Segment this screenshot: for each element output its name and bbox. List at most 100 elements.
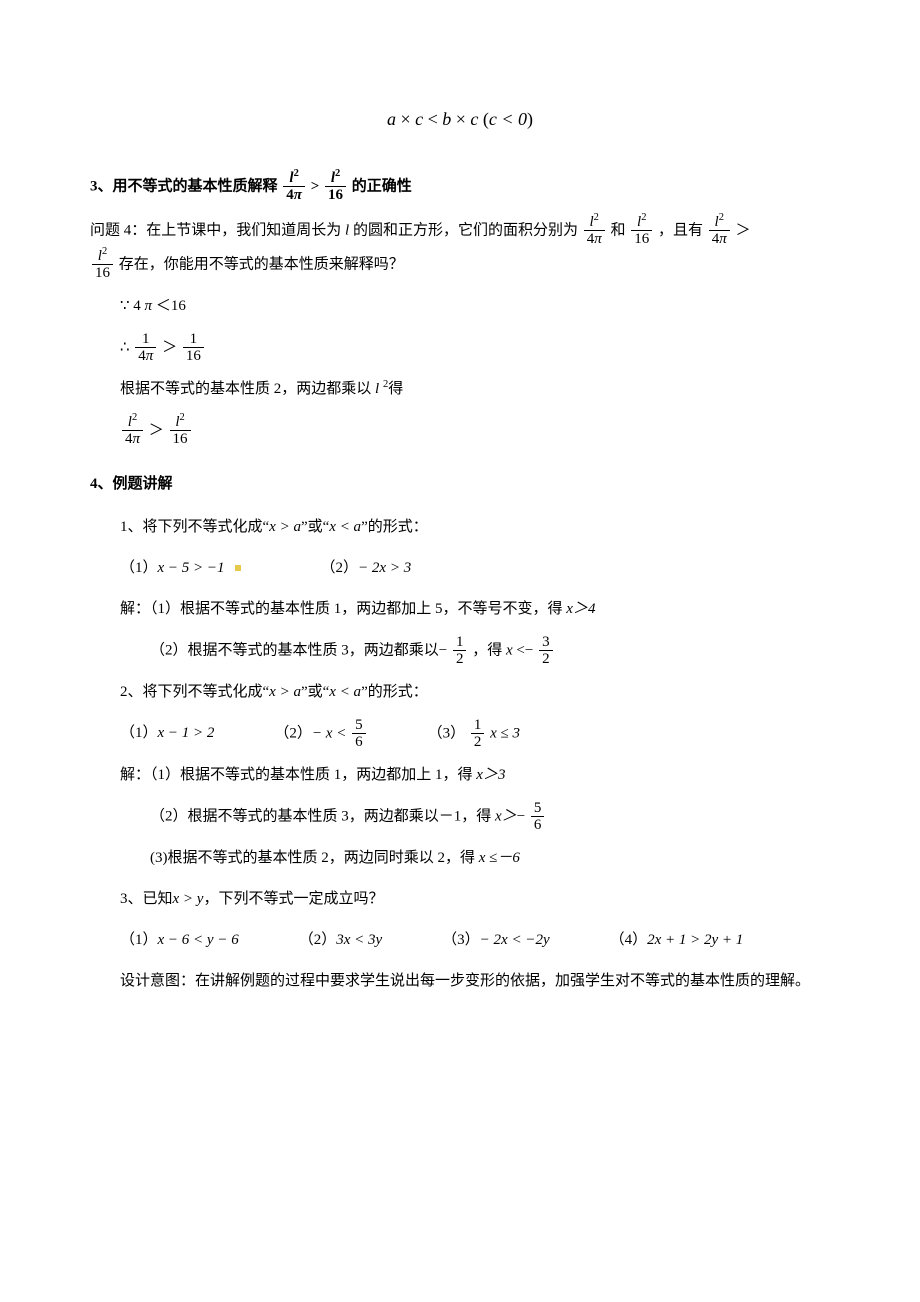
highlight-dot-icon [235,565,241,571]
ex1-sol2: （2）根据不等式的基本性质 3，两边都乘以− 12 ，得 x <− 32 [90,634,830,668]
pl1-lt16: ＜16 [156,298,186,314]
ex1-p1: （1）x − 5 > −1 [120,552,261,585]
ex2-s2n: 5 [531,800,545,818]
ex1-p1-m: x − 5 > −1 [158,560,225,576]
ex1-rd: 2 [539,651,553,668]
var-b: b [442,109,451,129]
q4a-sup: 2 [594,212,599,223]
ex1-sb: ”或“ [301,519,329,535]
op-lt: < [428,109,438,129]
frac1-den-a: 4 [286,187,294,203]
op-times-1: × [400,109,410,129]
ex1-p2-m: − 2x > 3 [358,560,411,576]
proof-line-4: l2 4π ＞ l2 16 [90,414,830,448]
pl2-frac-a: 1 4π [135,331,156,365]
ex2-xa: x > a [269,684,301,700]
ex2-p3n: 1 [471,717,485,735]
ex2-p2-frac: 56 [352,717,366,751]
ex3-p4: （4）2x + 1 > 2y + 1 [610,924,744,957]
q4-mid1: 的圆和正方形，它们的面积分别为 [353,222,578,238]
pl2-frac-b: 1 16 [183,331,204,365]
pl4-frac-a: l2 4π [122,414,143,448]
pl1-pi: π [145,298,153,314]
ex1-xb: x < a [329,519,361,535]
ex2-s2-frac: 56 [531,800,545,834]
q4-frac-d: l2 16 [92,248,113,282]
ex2-sol1: 解：（1）根据不等式的基本性质 1，两边都加上 1，得 x＞3 [90,759,830,792]
ex1-sc: ”的形式： [361,519,428,535]
ex1-p2-l: （2） [321,560,359,576]
ex2-p3-tail: x ≤ 3 [490,725,520,741]
ex2-sol3: (3)根据不等式的基本性质 2，两边同时乘以 2，得 x ≤－6 [90,842,830,875]
paren-close: ) [527,109,533,129]
ex1-xa: x > a [269,519,301,535]
ex1-lt: < [516,642,524,658]
ex3-p3: （3）− 2x < −2y [442,924,549,957]
ex1-s2a: （2）根据不等式的基本性质 3，两边都乘以 [150,642,439,658]
ex1-s1: （1）根据不等式的基本性质 1，两边都加上 5，不等号不变，得 [150,601,563,617]
pl2a-num: 1 [135,331,156,349]
ex2-s2neg: − [517,808,525,824]
proof-line-3: 根据不等式的基本性质 2，两边都乘以 l 2得 [90,373,830,406]
var-c-1: c [415,109,423,129]
frac-l2-4pi: l2 4π [283,170,305,204]
ex1-rn: 3 [539,634,553,652]
q4-frac-c: l2 4π [709,214,730,248]
q4d-den: 16 [92,265,113,282]
ex1-stem: 1、将下列不等式化成“x > a”或“x < a”的形式： [90,511,830,544]
ex2-p3-l: （3） [428,725,466,741]
ex2-p3-frac: 12 [471,717,485,751]
ex3-p3m: − 2x < −2y [480,932,550,948]
ex2-p2-l: （2） [274,725,312,741]
ex3-p1m: x − 6 < y − 6 [158,932,239,948]
ex3-p2l: （2） [299,932,337,948]
pl3-text: 根据不等式的基本性质 2，两边都乘以 [120,381,371,397]
ex2-sa: 2、将下列不等式化成“ [120,684,269,700]
cond: c < 0 [489,109,527,129]
ex3-stem: 3、已知x > y，下列不等式一定成立吗？ [90,883,830,916]
ex2-s3r: x ≤－6 [475,850,520,866]
q4b-den: 16 [631,231,652,248]
sec3-tail: 的正确性 [352,178,412,194]
var-c-2: c [470,109,478,129]
pl2b-den: 16 [183,348,204,365]
pl2b-num: 1 [183,331,204,349]
section-3-title: 3、用不等式的基本性质解释 l2 4π > l2 16 的正确性 [90,170,830,204]
ex2-p2: （2）− x < 56 [274,717,367,751]
ex2-sb: ”或“ [301,684,329,700]
frac-l2-16: l2 16 [325,170,346,204]
ex3-p3l: （3） [442,932,480,948]
frac1-sup: 2 [294,168,299,179]
ex3-sb: ，下列不等式一定成立吗？ [203,891,383,907]
q4c-sup: 2 [719,212,724,223]
pl4-gt: ＞ [149,422,164,438]
pl4a-den-b: π [133,431,141,447]
q4b-sup: 2 [641,212,646,223]
q4-frac-a: l2 4π [584,214,605,248]
pl4a-sup: 2 [132,412,137,423]
ex3-p1l: （1） [120,932,158,948]
therefore-icon: ∴ [120,339,130,355]
ex3-parts: （1）x − 6 < y − 6 （2）3x < 3y （3）− 2x < −2… [90,924,830,957]
q4-frac-b: l2 16 [631,214,652,248]
ex2-s2a: （2）根据不等式的基本性质 3，两边都乘以－1，得 [150,808,491,824]
ex1-sa: 1、将下列不等式化成“ [120,519,269,535]
q4c-den-b: π [719,231,727,247]
ex1-x: x [502,642,516,658]
ex1-neg1: − [439,642,447,658]
ex1-sol-l: 解： [120,601,150,617]
ex1-p2: （2）− 2x > 3 [321,552,412,585]
sec3-gt: > [311,178,320,194]
pl2a-den-a: 4 [138,348,146,364]
ex2-xb: x < a [329,684,361,700]
var-a: a [387,109,396,129]
q4-and: 和 [610,222,625,238]
design-intent: 设计意图：在讲解例题的过程中要求学生说出每一步变形的依据，加强学生对不等式的基本… [90,965,830,998]
ex2-sol-l: 解： [120,767,150,783]
frac2-den: 16 [325,187,346,204]
ex2-p1-l: （1） [120,725,158,741]
because-icon: ∵ [120,298,130,314]
ex1-parts: （1）x − 5 > −1 （2）− 2x > 3 [90,552,830,585]
ex1-sol1: 解：（1）根据不等式的基本性质 1，两边都加上 5，不等号不变，得 x＞4 [90,593,830,626]
section-4-title: 4、例题讲解 [90,468,830,501]
